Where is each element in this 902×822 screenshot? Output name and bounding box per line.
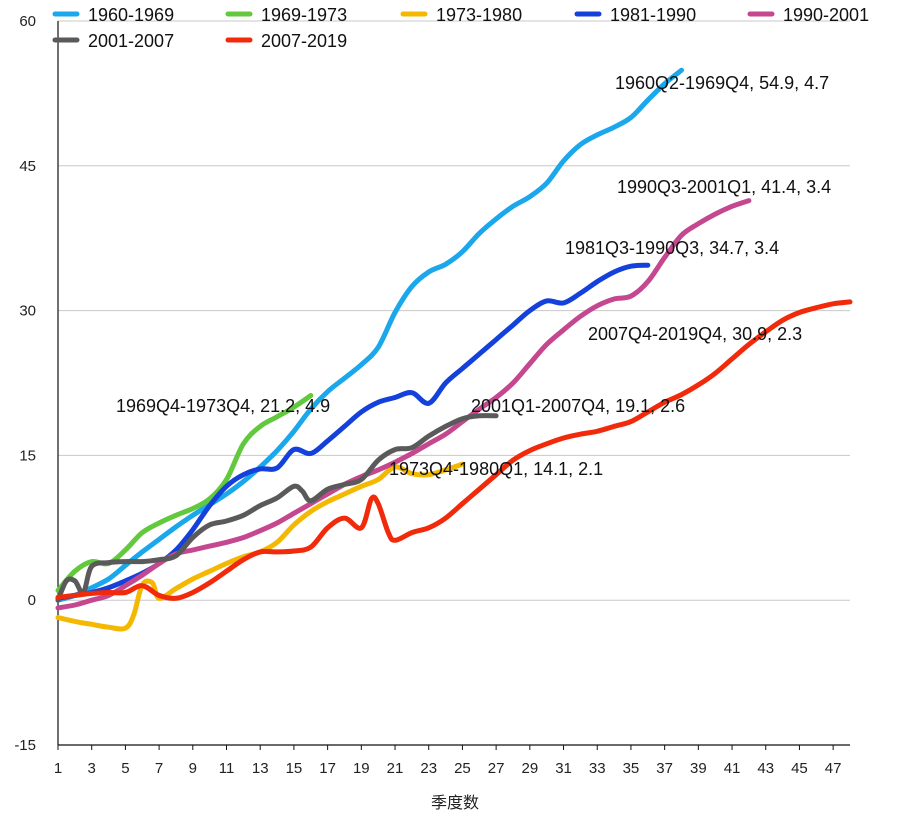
legend: 1960-1969 1969-1973 1973-1980 1981-1990 1990… <box>52 5 869 51</box>
data-label: 2001Q1-2007Q4, 19.1, 2.6 <box>471 396 685 416</box>
data-label: 1960Q2-1969Q4, 54.9, 4.7 <box>615 73 829 93</box>
x-tick-label: 45 <box>791 760 808 777</box>
data-label: 1990Q3-2001Q1, 41.4, 3.4 <box>617 177 831 197</box>
series-line-2007-2019 <box>55 299 853 601</box>
x-tick-label: 9 <box>189 760 197 777</box>
x-tick-label: 11 <box>219 760 235 777</box>
series-lines <box>55 67 853 632</box>
data-label: 1973Q4-1980Q1, 14.1, 2.1 <box>389 459 603 479</box>
annotations: 1960Q2-1969Q4, 54.9, 4.7 1990Q3-2001Q1, 4… <box>116 73 831 479</box>
x-tick-label: 21 <box>387 760 404 777</box>
x-tick-label: 15 <box>286 760 303 777</box>
x-tick-label: 17 <box>319 760 336 777</box>
legend-label-1990-2001: 1990-2001 <box>783 5 869 25</box>
legend-label-1969-1973: 1969-1973 <box>261 5 347 25</box>
x-tick-label: 33 <box>589 760 606 777</box>
legend-label-2007-2019: 2007-2019 <box>261 31 347 51</box>
legend-label-2001-2007: 2001-2007 <box>88 31 174 51</box>
x-tick-label: 47 <box>825 760 842 777</box>
legend-label-1973-1980: 1973-1980 <box>436 5 522 25</box>
x-tick-label: 37 <box>656 760 673 777</box>
legend-label-1981-1990: 1981-1990 <box>610 5 696 25</box>
data-label: 1981Q3-1990Q3, 34.7, 3.4 <box>565 238 779 258</box>
x-tick-label: 23 <box>420 760 437 777</box>
y-tick-label: 15 <box>19 447 36 464</box>
x-axis-label: 季度数 <box>431 793 479 812</box>
x-tick-label: 35 <box>623 760 640 777</box>
x-tick-label: 7 <box>155 760 163 777</box>
x-tick-label: 31 <box>555 760 572 777</box>
x-tick-label: 25 <box>454 760 471 777</box>
legend-label-1960-1969: 1960-1969 <box>88 5 174 25</box>
x-tick-label: 1 <box>54 760 62 777</box>
x-tick-label: 43 <box>757 760 774 777</box>
y-tick-label: 0 <box>28 592 36 609</box>
x-tick-label: 5 <box>121 760 129 777</box>
axes <box>57 21 850 746</box>
y-tick-label: -15 <box>14 737 36 754</box>
series-line-2001-2007 <box>55 413 499 603</box>
data-label: 2007Q4-2019Q4, 30.9, 2.3 <box>588 324 802 344</box>
x-tick-label: 29 <box>521 760 538 777</box>
x-tick-label: 19 <box>353 760 370 777</box>
y-tick-label: 30 <box>19 303 36 320</box>
y-tick-label: 45 <box>19 158 36 175</box>
x-axis-ticks: 1 3 5 7 9 11 13 15 17 19 21 23 25 27 29 31 33 35 37 39 41 43 4… <box>54 745 842 777</box>
y-tick-label: 60 <box>19 13 36 30</box>
x-tick-label: 39 <box>690 760 707 777</box>
series-line-1960-1969 <box>55 67 684 603</box>
series-line-1973-1980 <box>55 461 465 632</box>
data-label: 1969Q4-1973Q4, 21.2, 4.9 <box>116 396 330 416</box>
x-tick-label: 13 <box>252 760 269 777</box>
x-tick-label: 3 <box>88 760 96 777</box>
x-tick-label: 41 <box>724 760 741 777</box>
gridlines <box>58 20 850 601</box>
x-tick-label: 27 <box>488 760 505 777</box>
y-axis-ticks: -15 0 15 30 45 60 <box>14 13 36 754</box>
